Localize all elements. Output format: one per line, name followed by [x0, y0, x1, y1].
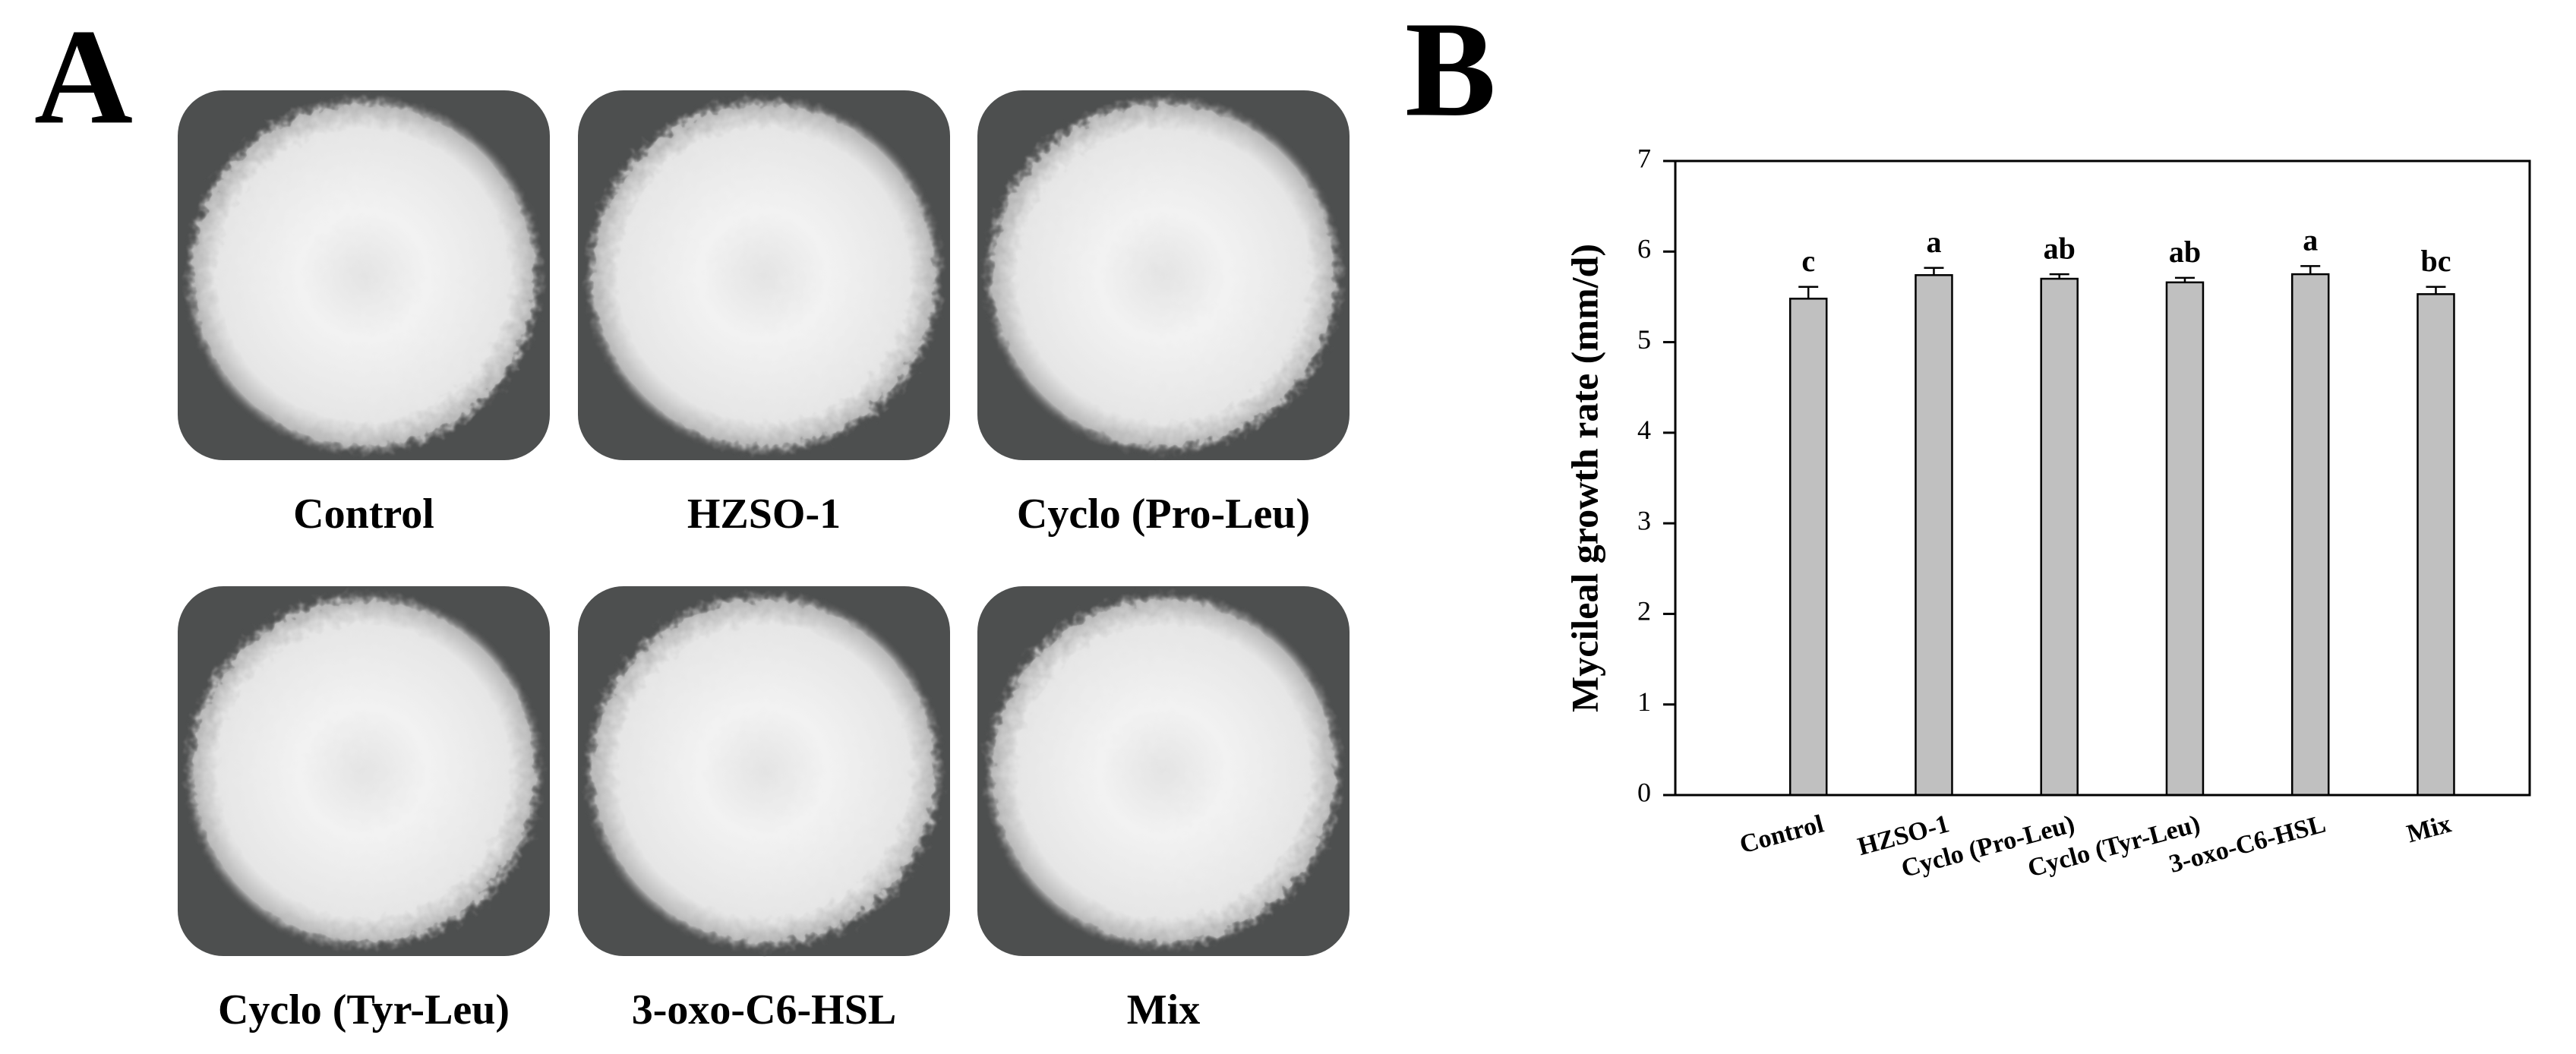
- significance-letter: c: [1801, 244, 1815, 278]
- panel-label: B: [1405, 0, 1496, 144]
- significance-letter: a: [2303, 223, 2318, 257]
- mycelium: [182, 93, 546, 458]
- y-tick-label: 5: [1637, 324, 1651, 355]
- y-tick-label: 6: [1637, 234, 1651, 264]
- bar: [2165, 281, 2205, 797]
- bar: [2290, 273, 2330, 797]
- mycelium: [182, 589, 546, 954]
- y-tick-label: 2: [1637, 596, 1651, 626]
- x-tick-label: Mix: [2404, 810, 2454, 849]
- significance-letter: ab: [2169, 235, 2201, 269]
- bar: [1788, 298, 1828, 797]
- x-tick-label: Control: [1737, 810, 1826, 860]
- y-tick-label: 4: [1637, 415, 1651, 445]
- photo-caption: Mix: [1127, 986, 1200, 1033]
- photo-caption: HZSO-1: [687, 491, 841, 538]
- y-tick-label: 7: [1637, 143, 1651, 173]
- significance-letter: bc: [2420, 244, 2451, 278]
- panel-label: A: [34, 1, 133, 152]
- photo-caption: Cyclo (Tyr-Leu): [218, 986, 510, 1033]
- mycelium: [582, 589, 946, 954]
- photo-caption: Cyclo (Pro-Leu): [1017, 491, 1310, 538]
- photo-caption: Control: [293, 491, 434, 538]
- y-tick-label: 1: [1637, 686, 1651, 717]
- y-axis-label: Mycileal growth rate (mm/d): [1563, 244, 1605, 712]
- significance-letter: a: [1926, 225, 1941, 259]
- mycelium: [981, 93, 1346, 458]
- photo-caption: 3-oxo-C6-HSL: [632, 986, 896, 1033]
- bar: [1915, 274, 1953, 797]
- bar: [2417, 293, 2455, 797]
- bar: [2040, 277, 2079, 797]
- y-tick-label: 3: [1637, 505, 1651, 535]
- plot-frame: [1674, 159, 2531, 797]
- y-tick-label: 0: [1637, 777, 1651, 807]
- mycelium: [582, 93, 946, 458]
- significance-letter: ab: [2044, 231, 2076, 265]
- mycelium: [981, 589, 1346, 954]
